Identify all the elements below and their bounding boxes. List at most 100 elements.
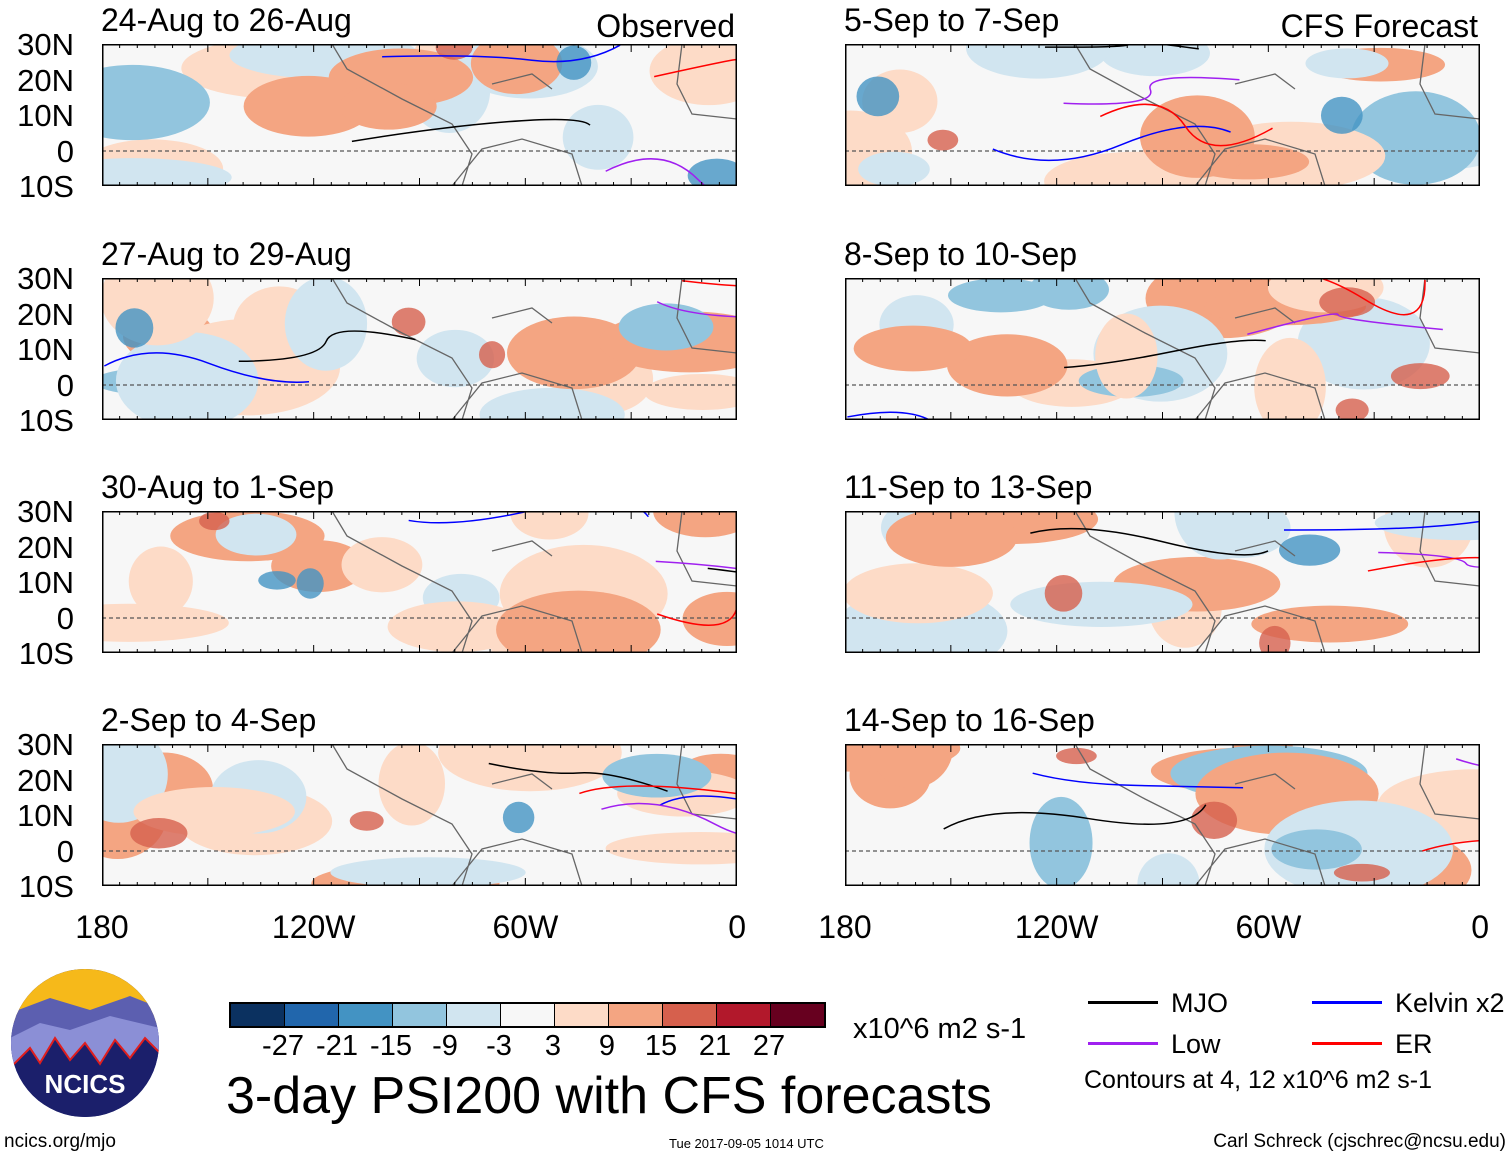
anomaly-shading xyxy=(349,811,384,831)
wave-contour xyxy=(1064,339,1266,369)
latitude-label: 10S xyxy=(18,169,74,204)
anomaly-shading xyxy=(1010,581,1193,627)
map-panel xyxy=(102,744,737,886)
wave-contour xyxy=(1367,556,1480,572)
latitude-label: 20N xyxy=(17,62,74,98)
anomaly-shading xyxy=(479,387,625,420)
coastline xyxy=(1074,511,1480,653)
anomaly-shading xyxy=(1174,511,1267,560)
coastline xyxy=(331,278,737,420)
wave-contour xyxy=(351,118,591,143)
latitude-label: 20N xyxy=(17,529,74,565)
anomaly-shading xyxy=(845,563,993,624)
wave-contour xyxy=(579,785,737,795)
anomaly-shading xyxy=(115,308,154,348)
coastline xyxy=(1074,278,1480,420)
anomaly-shading xyxy=(1139,95,1255,178)
wave-contour xyxy=(682,279,737,287)
colorbar-units: x10^6 m2 s-1 xyxy=(853,1013,1027,1045)
anomaly-shading xyxy=(1320,96,1363,134)
latitude-label: 10S xyxy=(18,636,74,671)
footer-author: Carl Schreck (cjschrec@ncsu.edu) xyxy=(1213,1131,1506,1152)
panel-title: 11-Sep to 13-Sep xyxy=(844,469,1093,505)
footer-url: ncics.org/mjo xyxy=(4,1131,116,1152)
anomaly-shading xyxy=(102,158,232,186)
latitude-label: 30N xyxy=(17,494,74,529)
timestamp: Tue 2017-09-05 1014 UTC xyxy=(669,1136,824,1151)
wave-contour xyxy=(238,330,416,363)
legend-line xyxy=(1088,1042,1158,1045)
wave-contour xyxy=(656,595,737,626)
wave-contour xyxy=(1030,527,1269,556)
anomaly-shading xyxy=(643,373,737,410)
anomaly-shading xyxy=(341,537,423,593)
panel-title: 2-Sep to 4-Sep xyxy=(101,702,317,738)
colorbar-tick-label: -21 xyxy=(316,1030,358,1062)
latitude-label: 30N xyxy=(17,727,74,762)
wave-contour xyxy=(1283,520,1480,531)
anomaly-shading xyxy=(115,332,259,420)
anomaly-shading xyxy=(885,511,1018,567)
longitude-label: 120W xyxy=(1014,909,1099,945)
latitude-label: 30N xyxy=(17,27,74,62)
map-panel xyxy=(845,511,1480,653)
colorbar-swatch xyxy=(501,1004,555,1026)
figure-title: 3-day PSI200 with CFS forecasts xyxy=(226,1067,992,1125)
anomaly-shading xyxy=(479,341,506,369)
latitude-label: 0 xyxy=(56,133,74,169)
anomaly-shading xyxy=(1137,853,1200,886)
wave-contour xyxy=(992,125,1231,162)
anomaly-shading xyxy=(215,513,297,556)
anomaly-shading xyxy=(1305,48,1389,79)
legend-line xyxy=(1312,1001,1382,1004)
anomaly-shading xyxy=(1191,801,1238,839)
anomaly-shading xyxy=(856,76,900,117)
colorbar-tick-label: -27 xyxy=(262,1030,304,1062)
colorbar-tick-label: 9 xyxy=(598,1030,616,1062)
anomaly-shading xyxy=(1259,625,1291,653)
anomaly-shading xyxy=(1251,605,1409,643)
anomaly-shading xyxy=(496,590,661,653)
anomaly-shading xyxy=(258,571,296,590)
ncics-logo: NCICS xyxy=(10,968,160,1118)
anomaly-shading xyxy=(1278,534,1341,566)
anomaly-shading xyxy=(510,511,589,540)
coastline xyxy=(1074,744,1480,886)
map-panel xyxy=(102,44,737,186)
latitude-label: 10S xyxy=(18,869,74,904)
wave-contour xyxy=(1260,278,1426,316)
anomaly-shading xyxy=(102,603,229,642)
contours-note: Contours at 4, 12 x10^6 m2 s-1 xyxy=(1084,1066,1433,1094)
colorbar-swatch xyxy=(555,1004,609,1026)
latitude-label: 0 xyxy=(56,600,74,636)
anomaly-shading xyxy=(1254,337,1326,420)
anomaly-shading xyxy=(1044,574,1083,612)
legend-label: Kelvin x2 xyxy=(1395,988,1505,1018)
map-panel xyxy=(102,278,737,420)
colorbar-tick-label: 27 xyxy=(752,1030,786,1062)
latitude-label: 10N xyxy=(17,798,74,833)
map-panel xyxy=(102,511,737,653)
anomaly-shading xyxy=(1319,287,1376,318)
wave-contour xyxy=(1032,772,1244,789)
anomaly-shading xyxy=(1374,511,1480,541)
legend-line xyxy=(1088,1001,1158,1004)
anomaly-shading xyxy=(102,64,210,141)
anomaly-shading xyxy=(858,151,930,186)
legend-line xyxy=(1312,1042,1382,1045)
anomaly-shading xyxy=(605,832,737,865)
wave-contour xyxy=(1422,839,1480,852)
anomaly-shading xyxy=(1100,44,1210,77)
latitude-label: 0 xyxy=(56,833,74,869)
anomaly-shading xyxy=(199,511,230,531)
colorbar-swatch xyxy=(231,1004,285,1026)
longitude-label: 180 xyxy=(818,909,872,945)
anomaly-shading xyxy=(653,511,737,538)
wave-contour xyxy=(1378,551,1480,568)
longitude-label: 60W xyxy=(1235,909,1302,945)
panel-title: 14-Sep to 16-Sep xyxy=(844,702,1095,738)
panel-source-label: Observed xyxy=(596,8,735,44)
colorbar-tick-label: -9 xyxy=(432,1030,458,1062)
panel-title: 24-Aug to 26-Aug xyxy=(101,2,352,38)
